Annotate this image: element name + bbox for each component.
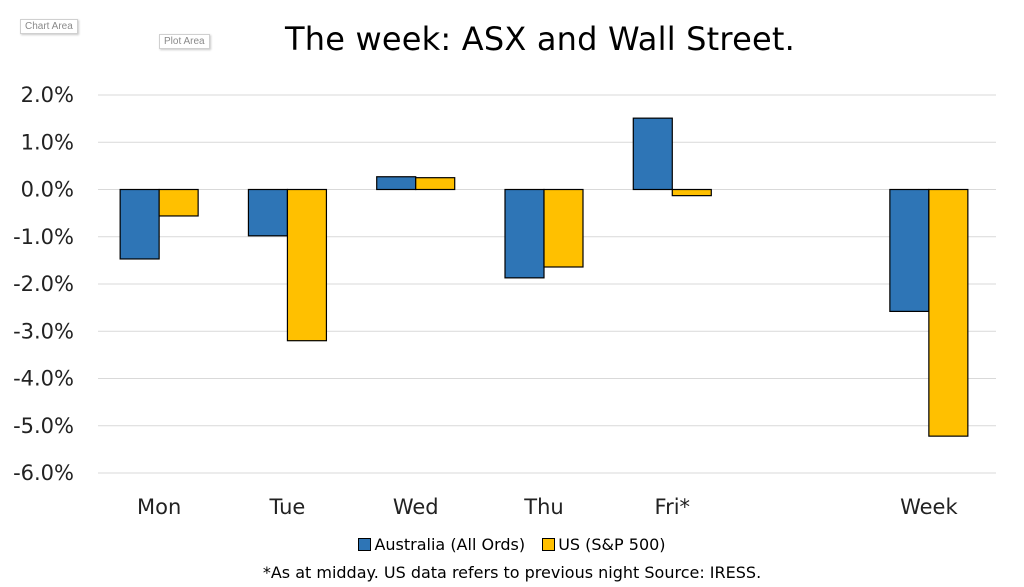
bar-australia-tue <box>247 188 289 237</box>
legend-item-us: US (S&P 500) <box>542 535 666 554</box>
bar-us-fri <box>671 188 712 197</box>
y-tick-label: -2.0% <box>13 272 74 296</box>
y-tick-label: -3.0% <box>13 319 74 343</box>
bar-australia-week <box>889 188 930 313</box>
x-category-label: Tue <box>268 495 305 519</box>
bar-australia-mon <box>119 188 160 260</box>
x-category-label: Mon <box>137 495 181 519</box>
y-axis-ticks: 2.0% 1.0% 0.0% -1.0% -2.0% -3.0% -4.0% -5.0% -6.… <box>13 83 74 485</box>
legend-swatch-australia <box>358 538 372 551</box>
legend-label-australia: Australia (All Ords) <box>374 535 526 554</box>
y-tick-label: 0.0% <box>21 178 74 202</box>
footnote: *As at midday. US data refers to previou… <box>262 563 762 582</box>
bar-us-thu <box>543 188 584 268</box>
y-tick-label: -1.0% <box>13 225 74 249</box>
bar-us-week <box>928 188 969 437</box>
bar-australia-fri <box>632 117 673 191</box>
y-tick-label: -4.0% <box>13 367 74 391</box>
legend-label-us: US (S&P 500) <box>558 535 666 554</box>
chart-area-tag[interactable]: Chart Area <box>20 19 78 34</box>
y-tick-label: 2.0% <box>21 83 74 107</box>
bar-australia-wed <box>376 176 417 191</box>
y-tick-label: -5.0% <box>13 414 74 438</box>
chart-title: The week: ASX and Wall Street. <box>285 20 795 58</box>
plot-area-tag[interactable]: Plot Area <box>159 34 210 49</box>
legend-swatch-us <box>542 538 556 551</box>
bar-us-wed <box>415 177 456 191</box>
x-category-label: Wed <box>393 495 439 519</box>
x-category-label: Fri* <box>655 495 691 519</box>
x-axis-categories: Mon Tue Wed Thu Fri* Week <box>137 495 958 519</box>
y-tick-label: -6.0% <box>13 461 74 485</box>
y-tick-label: 1.0% <box>21 130 74 154</box>
legend: Australia (All Ords) US (S&P 500) <box>0 534 1024 554</box>
gridlines <box>98 94 996 474</box>
bar-australia-thu <box>504 188 545 279</box>
bar-us-mon <box>158 188 199 217</box>
x-category-label: Week <box>900 495 958 519</box>
x-category-label: Thu <box>523 495 563 519</box>
bar-us-tue <box>286 188 328 342</box>
legend-item-australia: Australia (All Ords) <box>358 535 525 554</box>
bar-chart: 2.0% 1.0% 0.0% -1.0% -2.0% -3.0% -4.0% -5.0% -6.… <box>13 83 996 519</box>
bars <box>119 117 969 437</box>
